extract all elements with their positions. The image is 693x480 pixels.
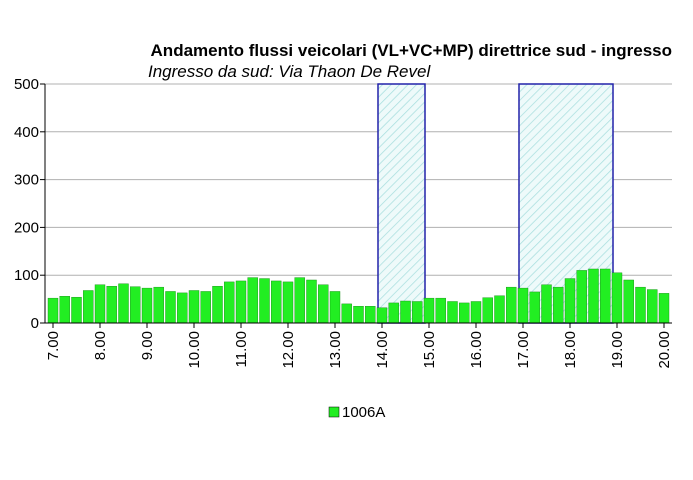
bar <box>588 268 599 324</box>
x-tick-label: 19.00 <box>609 331 626 369</box>
bar <box>635 286 646 324</box>
bar <box>130 286 141 324</box>
bar <box>165 291 176 324</box>
bar <box>553 286 564 324</box>
y-tick-label: 100 <box>14 267 39 284</box>
bar <box>482 297 493 324</box>
bar <box>529 291 540 324</box>
bar <box>141 287 153 324</box>
x-tick-label: 20.00 <box>656 331 673 369</box>
legend-swatch <box>328 406 340 418</box>
y-tick-label: 500 <box>14 76 39 93</box>
x-tick-label: 17.00 <box>515 331 532 369</box>
x-tick-label: 7.00 <box>45 331 62 360</box>
x-tick-label: 16.00 <box>468 331 485 369</box>
bar <box>447 301 458 324</box>
bar <box>47 297 59 324</box>
bar <box>188 290 200 324</box>
x-tick-label: 18.00 <box>562 331 579 369</box>
bar <box>153 286 164 324</box>
x-tick-label: 13.00 <box>327 331 344 369</box>
x-tick-label: 11.00 <box>233 331 250 367</box>
chart-title: Andamento flussi veicolari (VL+VC+MP) di… <box>151 41 672 60</box>
bar <box>376 307 388 324</box>
bar <box>271 280 282 324</box>
bar <box>412 301 423 324</box>
bar <box>470 301 482 324</box>
bar <box>306 279 317 324</box>
bar <box>506 286 517 324</box>
bar <box>212 285 223 324</box>
bar <box>658 293 670 324</box>
x-tick-label: 14.00 <box>374 331 391 369</box>
bar <box>247 277 258 324</box>
y-tick-label: 0 <box>31 315 39 332</box>
bar <box>423 297 435 324</box>
y-tick-label: 300 <box>14 172 39 189</box>
bar <box>541 284 552 324</box>
y-tick-label: 200 <box>14 219 39 236</box>
bar <box>329 291 341 324</box>
bar <box>200 291 211 324</box>
bar <box>177 292 188 324</box>
bar <box>623 279 634 324</box>
bar <box>600 268 611 324</box>
x-tick-label: 15.00 <box>421 331 438 369</box>
highlight-band <box>377 83 426 324</box>
bar <box>353 306 364 324</box>
bar <box>59 296 70 324</box>
bar <box>118 283 129 324</box>
bar <box>611 272 623 324</box>
bar <box>282 281 294 324</box>
bar <box>224 281 235 324</box>
bar <box>94 284 106 324</box>
x-tick-label: 8.00 <box>92 331 109 360</box>
y-tick-label: 400 <box>14 124 39 141</box>
bar <box>647 289 658 324</box>
chart-subtitle: Ingresso da sud: Via Thaon De Revel <box>148 62 431 81</box>
x-tick-label: 12.00 <box>280 331 297 369</box>
bar <box>341 303 352 324</box>
x-tick-label: 9.00 <box>139 331 156 360</box>
x-tick-label: 10.00 <box>186 331 203 369</box>
bar <box>318 284 329 324</box>
legend-label: 1006A <box>342 404 385 421</box>
bar <box>459 302 470 324</box>
bar <box>494 295 505 324</box>
bar <box>106 285 117 324</box>
bar <box>388 302 399 324</box>
bar <box>435 297 446 324</box>
bar <box>365 306 376 324</box>
bar <box>259 278 270 324</box>
bar <box>517 287 529 324</box>
bar <box>294 277 305 324</box>
bar <box>235 280 247 324</box>
bar <box>564 278 576 324</box>
bar <box>71 296 82 324</box>
bar <box>400 300 411 324</box>
bar <box>576 270 587 324</box>
bar <box>83 290 94 324</box>
